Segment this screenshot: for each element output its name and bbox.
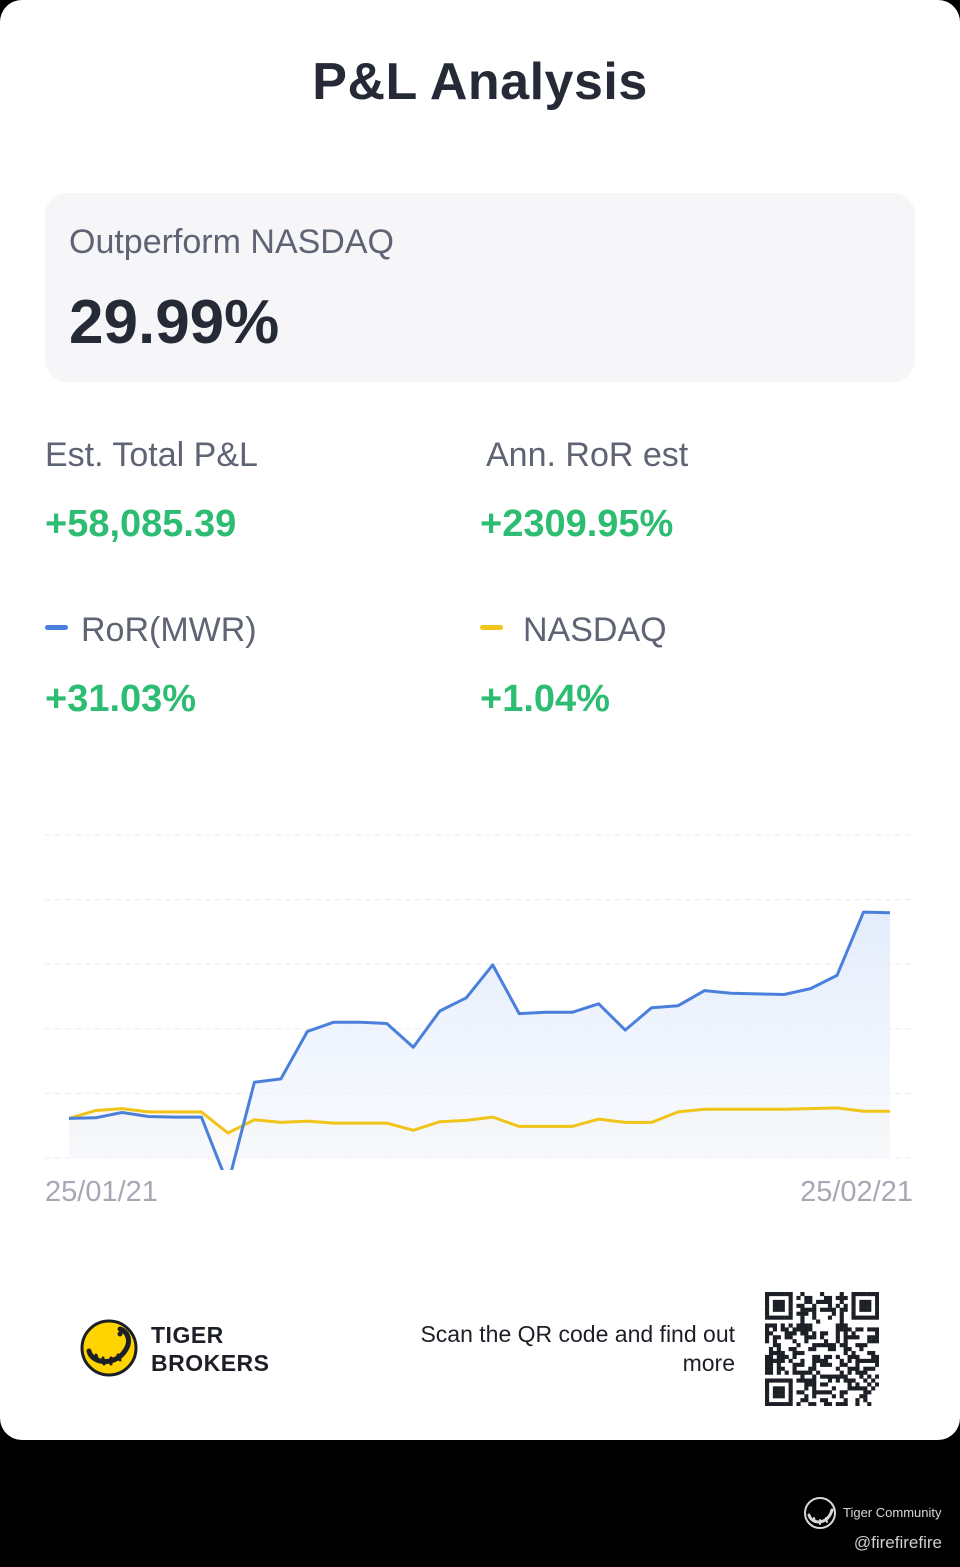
x-axis-start-label: 25/01/21 xyxy=(45,1176,158,1208)
brand-name-line2: BROKERS xyxy=(151,1350,270,1376)
performance-line-chart xyxy=(45,834,912,1170)
community-watermark: Tiger Community xyxy=(802,1494,952,1534)
community-label: Tiger Community xyxy=(843,1505,942,1520)
ror-mwr-series-line xyxy=(68,910,891,1170)
qr-caption: Scan the QR code and find out more xyxy=(420,1321,735,1376)
ror-legend-swatch xyxy=(45,625,68,630)
nasdaq-value: +1.04% xyxy=(480,678,610,720)
ror-mwr-area xyxy=(69,912,890,1170)
outperform-label: Outperform NASDAQ xyxy=(69,223,394,261)
tiger-logo-icon xyxy=(80,1319,138,1377)
ann-ror-value: +2309.95% xyxy=(480,503,674,545)
user-handle: @firefirefire xyxy=(853,1533,942,1552)
ror-value: +31.03% xyxy=(45,678,197,720)
chart-lines xyxy=(68,910,891,1170)
tiger-community-icon xyxy=(804,1497,836,1529)
brand-name-line1: TIGER xyxy=(151,1322,224,1348)
x-axis-end-label: 25/02/21 xyxy=(800,1176,913,1208)
nasdaq-legend-swatch xyxy=(480,625,503,630)
qr-code-icon[interactable] xyxy=(765,1292,879,1406)
total-pl-value: +58,085.39 xyxy=(45,503,237,545)
outperform-panel: Outperform NASDAQ 29.99% xyxy=(45,193,915,382)
nasdaq-legend-label: NASDAQ xyxy=(523,611,667,649)
ror-legend-label: RoR(MWR) xyxy=(81,611,257,649)
ann-ror-label: Ann. RoR est xyxy=(486,436,689,474)
chart-areas xyxy=(69,912,890,1170)
total-pl-label: Est. Total P&L xyxy=(45,436,258,474)
page-title: P&L Analysis xyxy=(312,53,648,111)
nasdaq-series-line xyxy=(68,1106,890,1135)
outperform-value: 29.99% xyxy=(69,288,280,357)
pnl-share-card: P&L Analysis Outperform NASDAQ 29.99% Es… xyxy=(0,0,960,1440)
tiger-brokers-brand: TIGER BROKERS xyxy=(80,1317,280,1381)
